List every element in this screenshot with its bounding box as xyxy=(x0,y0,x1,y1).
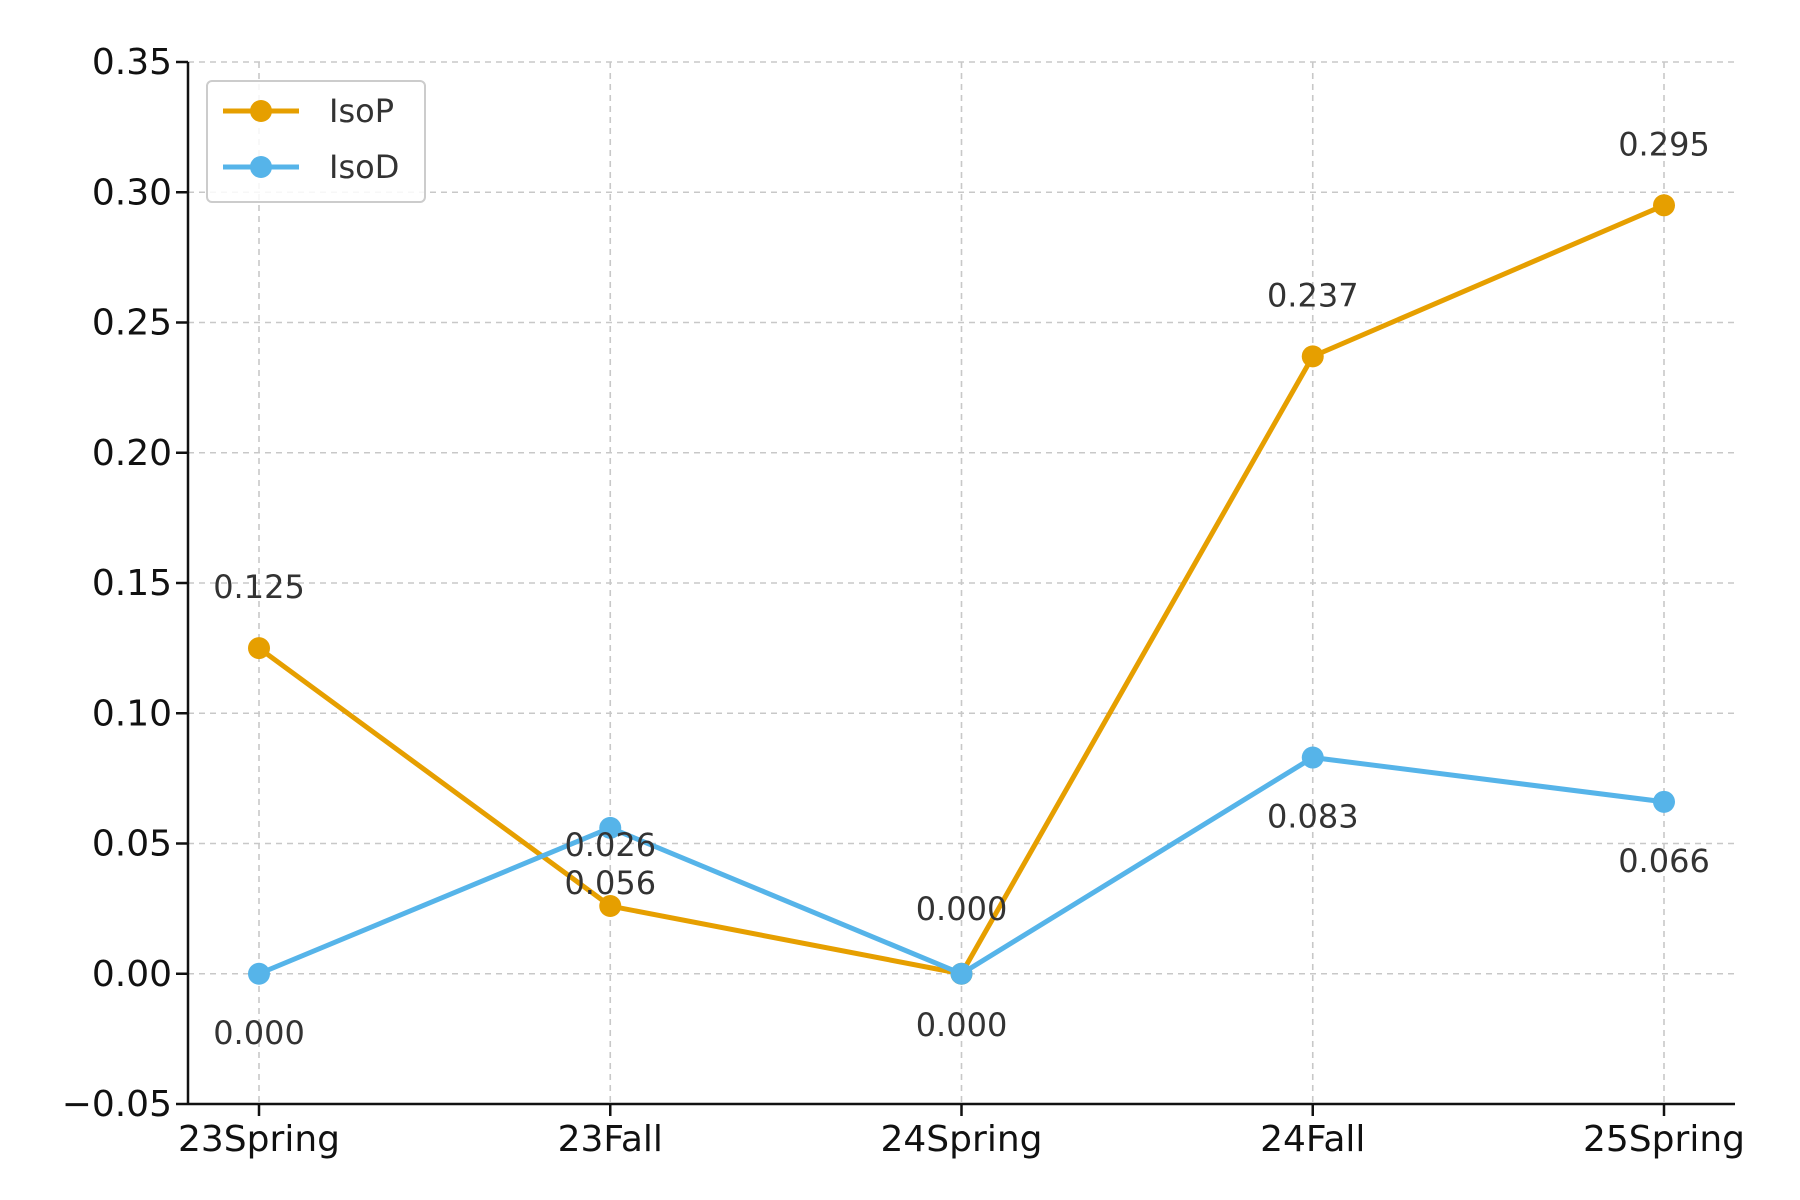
data-point-isod xyxy=(599,816,622,839)
data-label-isop: 0.000 xyxy=(916,890,1008,928)
x-tick-label: 23Spring xyxy=(178,1119,340,1160)
y-tick-label: 0.35 xyxy=(92,42,172,83)
data-label-isop: 0.295 xyxy=(1618,125,1710,163)
y-tick-label: 0.30 xyxy=(92,172,172,213)
series-group xyxy=(248,194,1675,985)
legend-label-isod: IsoD xyxy=(329,148,399,186)
data-label-isod: 0.000 xyxy=(213,1014,305,1052)
data-label-isod: 0.066 xyxy=(1618,842,1710,880)
y-tick-label: 0.20 xyxy=(92,433,172,474)
data-labels: 0.125 0.026 0.000 0.237 0.295 0.000 0.056 0.000… xyxy=(213,125,1710,1051)
data-point-isop xyxy=(1301,345,1324,368)
data-label-isod: 0.000 xyxy=(916,1006,1008,1044)
data-point-isod xyxy=(1653,790,1675,813)
y-tick-label: 0.00 xyxy=(92,954,172,995)
legend-swatch-marker xyxy=(250,100,272,122)
legend-swatch-marker xyxy=(250,156,272,178)
y-tick-label: 0.10 xyxy=(92,693,172,734)
data-point-isod xyxy=(1301,746,1324,769)
data-label-isod: 0.056 xyxy=(564,864,656,902)
x-tick-label: 24Fall xyxy=(1260,1119,1365,1160)
data-label-isod: 0.083 xyxy=(1267,798,1359,836)
y-tick-label: 0.05 xyxy=(92,824,172,865)
data-point-isod xyxy=(248,962,270,985)
x-tick-label: 23Fall xyxy=(558,1119,663,1160)
grid xyxy=(188,61,1735,1104)
axes: −0.05 0.00 0.05 0.10 0.15 0.20 0.25 0.30 0.35 23S… xyxy=(62,42,1745,1160)
legend: IsoP IsoD xyxy=(206,80,426,203)
data-point-isop xyxy=(1653,194,1675,217)
data-label-isop: 0.237 xyxy=(1267,276,1359,314)
data-label-isop: 0.026 xyxy=(564,826,656,864)
y-tick-label: 0.25 xyxy=(92,303,172,344)
y-tick-label: 0.15 xyxy=(92,563,172,604)
data-point-isod xyxy=(950,962,973,985)
x-tick-label: 24Spring xyxy=(881,1119,1043,1160)
data-point-isop xyxy=(599,895,622,918)
y-tick-label: −0.05 xyxy=(62,1084,172,1125)
legend-label-isop: IsoP xyxy=(329,92,394,130)
x-tick-label: 25Spring xyxy=(1583,1119,1745,1160)
data-point-isop xyxy=(248,637,270,660)
data-label-isop: 0.125 xyxy=(213,568,305,606)
